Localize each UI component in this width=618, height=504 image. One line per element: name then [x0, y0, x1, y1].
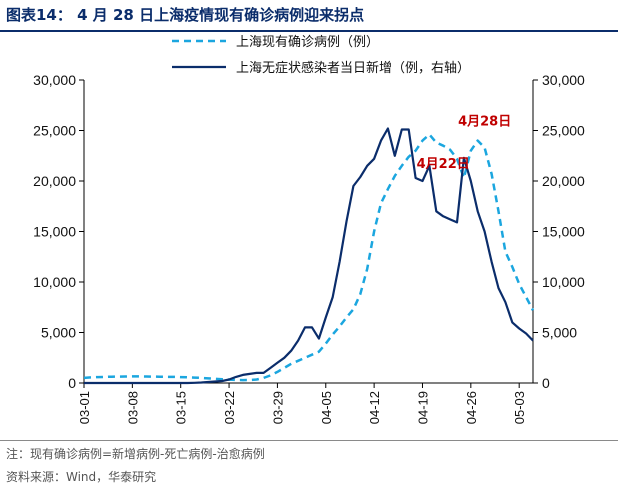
y-right-tick-label: 25,000 [542, 123, 585, 139]
annotation-apr-22: 4月22日 [417, 157, 470, 172]
y-left-tick-label: 20,000 [33, 173, 76, 189]
x-tick-label: 03-01 [77, 391, 92, 424]
y-left-tick-label: 10,000 [33, 274, 76, 290]
y-axis-left: 0 5,000 10,000 15,000 20,000 25,000 30,000 [33, 72, 84, 391]
y-left-tick-label: 5,000 [41, 325, 76, 341]
y-left-tick-label: 15,000 [33, 224, 76, 240]
y-right-tick-label: 5,000 [542, 325, 577, 341]
title-divider [0, 30, 618, 32]
x-tick-label: 04-12 [367, 391, 382, 424]
x-tick-label: 03-15 [174, 391, 189, 424]
series-line-asymptomatic-daily [84, 127, 534, 385]
x-tick-label: 04-05 [319, 391, 334, 424]
legend: 上海现有确诊病例（例） 上海无症状感染者当日新增（例，右轴） [172, 35, 470, 76]
y-left-tick-label: 25,000 [33, 123, 76, 139]
chart-canvas: 0 5,000 10,000 15,000 20,000 25,000 30,000 0 5,… [33, 35, 585, 424]
series-line-existing-cases [83, 133, 535, 382]
x-tick-label: 04-26 [464, 391, 479, 424]
y-left-tick-label: 30,000 [33, 72, 76, 88]
x-tick-label: 04-19 [415, 391, 430, 424]
legend-label-asymptomatic-daily: 上海无症状感染者当日新增（例，右轴） [236, 60, 470, 76]
y-right-tick-label: 10,000 [542, 274, 585, 290]
annotation-apr-28: 4月28日 [458, 115, 511, 130]
y-left-tick-label: 0 [68, 375, 76, 391]
footer-divider [0, 440, 618, 441]
x-tick-label: 03-29 [270, 391, 285, 424]
chart-title: 图表14： 4 月 28 日上海疫情现有确诊病例迎来拐点 [6, 6, 365, 24]
y-right-tick-label: 0 [542, 375, 550, 391]
y-right-tick-label: 20,000 [542, 173, 585, 189]
y-right-tick-label: 15,000 [542, 224, 585, 240]
source-note: 资料来源：Wind，华泰研究 [6, 470, 157, 484]
footnote: 注：现有确诊病例=新增病例-死亡病例-治愈病例 [6, 447, 265, 461]
y-right-tick-label: 30,000 [542, 72, 585, 88]
x-tick-label: 03-08 [125, 391, 140, 424]
annotations-layer: 4月22日 4月28日 [417, 115, 512, 172]
x-axis: 03-01 03-08 03-15 03-22 03-29 04-05 04-12 04-19… [77, 383, 527, 424]
x-tick-label: 05-03 [512, 391, 527, 424]
legend-label-existing-cases: 上海现有确诊病例（例） [236, 35, 379, 50]
y-axis-right: 0 5,000 10,000 15,000 20,000 25,000 30,000 [533, 72, 585, 391]
x-tick-label: 03-22 [222, 391, 237, 424]
series-layer [83, 127, 535, 385]
